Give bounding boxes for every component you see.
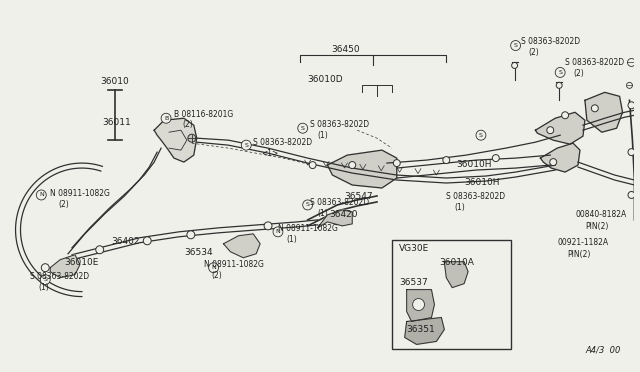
Text: (1): (1) xyxy=(317,131,328,140)
Text: N 08911-1082G: N 08911-1082G xyxy=(278,224,338,233)
Text: (1): (1) xyxy=(38,283,49,292)
Circle shape xyxy=(628,102,635,109)
Circle shape xyxy=(492,155,499,161)
Circle shape xyxy=(264,222,272,230)
Circle shape xyxy=(394,160,400,167)
Polygon shape xyxy=(444,262,468,288)
Text: B 08116-8201G: B 08116-8201G xyxy=(174,110,233,119)
Text: S: S xyxy=(244,142,248,148)
Text: N: N xyxy=(276,229,280,234)
Text: S 08363-8202D: S 08363-8202D xyxy=(446,192,506,201)
Text: (2): (2) xyxy=(529,48,540,57)
Text: S 08363-8202D: S 08363-8202D xyxy=(253,138,312,147)
Circle shape xyxy=(273,227,283,237)
Text: 36010A: 36010A xyxy=(439,258,474,267)
Text: (2): (2) xyxy=(58,200,69,209)
Polygon shape xyxy=(50,255,80,278)
Text: <1>: <1> xyxy=(261,149,278,158)
Text: A4/3  00: A4/3 00 xyxy=(585,345,621,355)
Bar xyxy=(392,240,511,349)
Circle shape xyxy=(547,127,554,134)
Text: S 08363-8202D: S 08363-8202D xyxy=(310,198,369,207)
Circle shape xyxy=(96,246,104,254)
Text: S 08363-8202D: S 08363-8202D xyxy=(31,272,90,281)
Text: (2): (2) xyxy=(182,120,193,129)
Text: 36450: 36450 xyxy=(331,45,360,54)
Text: 36010: 36010 xyxy=(100,77,129,86)
Circle shape xyxy=(309,161,316,169)
Text: 36402: 36402 xyxy=(111,237,140,246)
Text: (2): (2) xyxy=(212,271,222,280)
Circle shape xyxy=(298,123,308,133)
Circle shape xyxy=(303,200,312,210)
Circle shape xyxy=(241,140,252,150)
Text: N 08911-1082G: N 08911-1082G xyxy=(204,260,264,269)
Circle shape xyxy=(511,41,520,51)
Circle shape xyxy=(443,157,450,164)
Text: PIN(2): PIN(2) xyxy=(585,222,608,231)
Polygon shape xyxy=(317,210,352,228)
Text: N 08911-1082G: N 08911-1082G xyxy=(50,189,110,198)
Text: 36420: 36420 xyxy=(330,210,358,219)
Text: 36010D: 36010D xyxy=(308,76,343,84)
Text: (1): (1) xyxy=(286,235,296,244)
Text: 00840-8182A: 00840-8182A xyxy=(575,210,627,219)
Text: 36537: 36537 xyxy=(400,278,429,287)
Circle shape xyxy=(628,192,635,198)
Text: VG30E: VG30E xyxy=(399,244,429,253)
Circle shape xyxy=(42,264,49,272)
Text: S 08363-8202D: S 08363-8202D xyxy=(310,120,369,129)
Circle shape xyxy=(413,299,424,311)
Polygon shape xyxy=(540,143,580,172)
Text: (1): (1) xyxy=(317,209,328,218)
Text: 36547: 36547 xyxy=(344,192,373,201)
Polygon shape xyxy=(406,290,435,321)
Text: N: N xyxy=(211,265,216,270)
Text: 00921-1182A: 00921-1182A xyxy=(557,238,608,247)
Text: S: S xyxy=(306,202,310,208)
Text: (2): (2) xyxy=(573,70,584,78)
Circle shape xyxy=(187,231,195,239)
Circle shape xyxy=(627,82,632,89)
Circle shape xyxy=(209,263,218,273)
Text: 36011: 36011 xyxy=(102,118,131,127)
Text: 36010H: 36010H xyxy=(464,178,500,187)
Polygon shape xyxy=(536,112,585,144)
Text: S: S xyxy=(44,277,47,282)
Text: 36010H: 36010H xyxy=(456,160,492,169)
Circle shape xyxy=(562,112,568,119)
Text: PIN(2): PIN(2) xyxy=(567,250,591,259)
Circle shape xyxy=(349,161,356,169)
Text: S 08363-8202D: S 08363-8202D xyxy=(565,58,624,67)
Circle shape xyxy=(188,134,196,142)
Text: S: S xyxy=(301,126,305,131)
Circle shape xyxy=(36,190,46,200)
Text: 36351: 36351 xyxy=(406,326,435,334)
Circle shape xyxy=(40,275,50,285)
Polygon shape xyxy=(404,318,444,344)
Circle shape xyxy=(550,158,557,166)
Text: S: S xyxy=(514,43,518,48)
Circle shape xyxy=(556,67,565,77)
Text: (1): (1) xyxy=(454,203,465,212)
Polygon shape xyxy=(154,118,196,162)
Text: 36010E: 36010E xyxy=(64,258,99,267)
Text: S 08363-8202D: S 08363-8202D xyxy=(520,36,580,45)
Polygon shape xyxy=(328,150,397,188)
Circle shape xyxy=(628,149,635,155)
Circle shape xyxy=(143,237,151,245)
Polygon shape xyxy=(585,92,623,132)
Polygon shape xyxy=(223,234,260,258)
Text: N: N xyxy=(39,192,44,198)
Text: 36534: 36534 xyxy=(184,248,212,257)
Circle shape xyxy=(161,113,171,123)
Text: S: S xyxy=(479,133,483,138)
Circle shape xyxy=(556,82,562,89)
Text: B: B xyxy=(164,116,168,121)
Circle shape xyxy=(627,58,636,67)
Circle shape xyxy=(591,105,598,112)
Text: S: S xyxy=(558,70,562,75)
Circle shape xyxy=(476,130,486,140)
Circle shape xyxy=(511,62,518,68)
